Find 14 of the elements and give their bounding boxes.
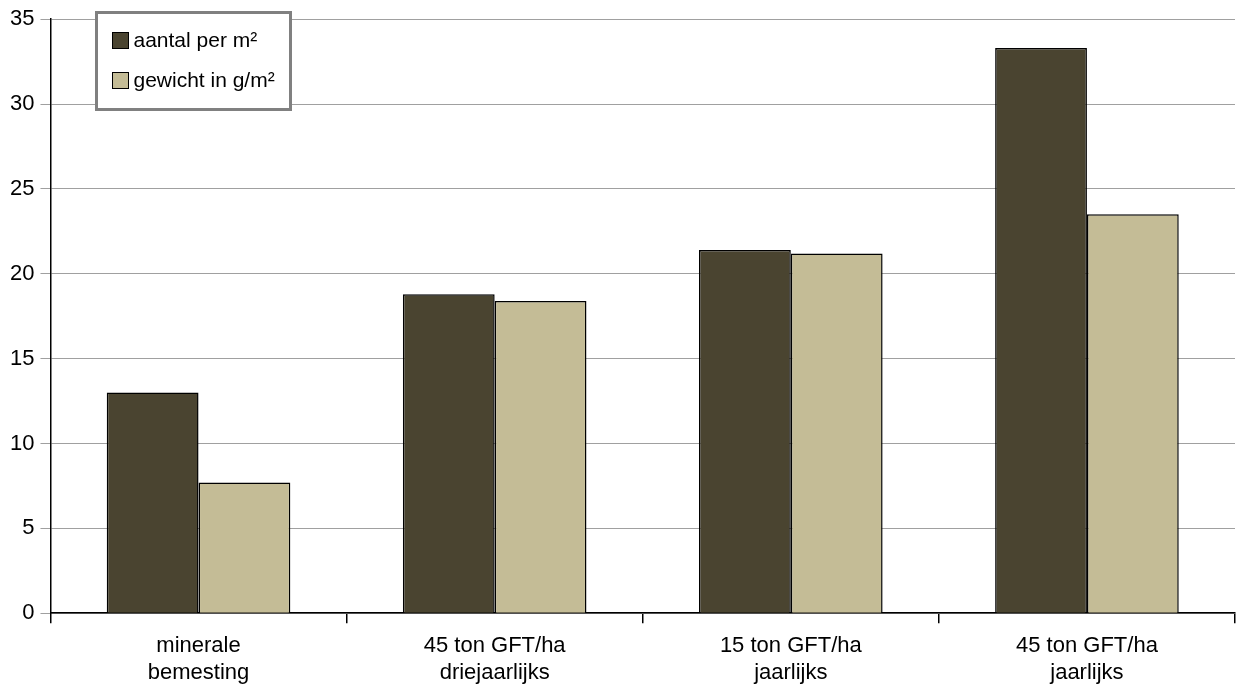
y-tick-label: 5	[22, 514, 35, 540]
y-tick-label: 15	[9, 344, 35, 370]
y-tick-label: 30	[9, 90, 35, 116]
legend-label: gewicht in g/m²	[133, 68, 275, 93]
x-tick-label: 45 ton GFT/ha jaarlijks	[1016, 632, 1159, 684]
y-tick-label: 25	[9, 174, 35, 200]
legend-label: aantal per m²	[133, 28, 258, 53]
x-tick-label: minerale bemesting	[147, 632, 250, 684]
y-tick-label: 35	[9, 5, 35, 31]
x-tick-label: 15 ton GFT/ha jaarlijks	[719, 632, 863, 684]
y-tick-label: 10	[9, 429, 35, 455]
y-tick-label: 0	[22, 599, 35, 625]
x-tick-label: 45 ton GFT/ha driejaarlijks	[423, 632, 567, 684]
y-tick-label: 20	[9, 259, 35, 285]
